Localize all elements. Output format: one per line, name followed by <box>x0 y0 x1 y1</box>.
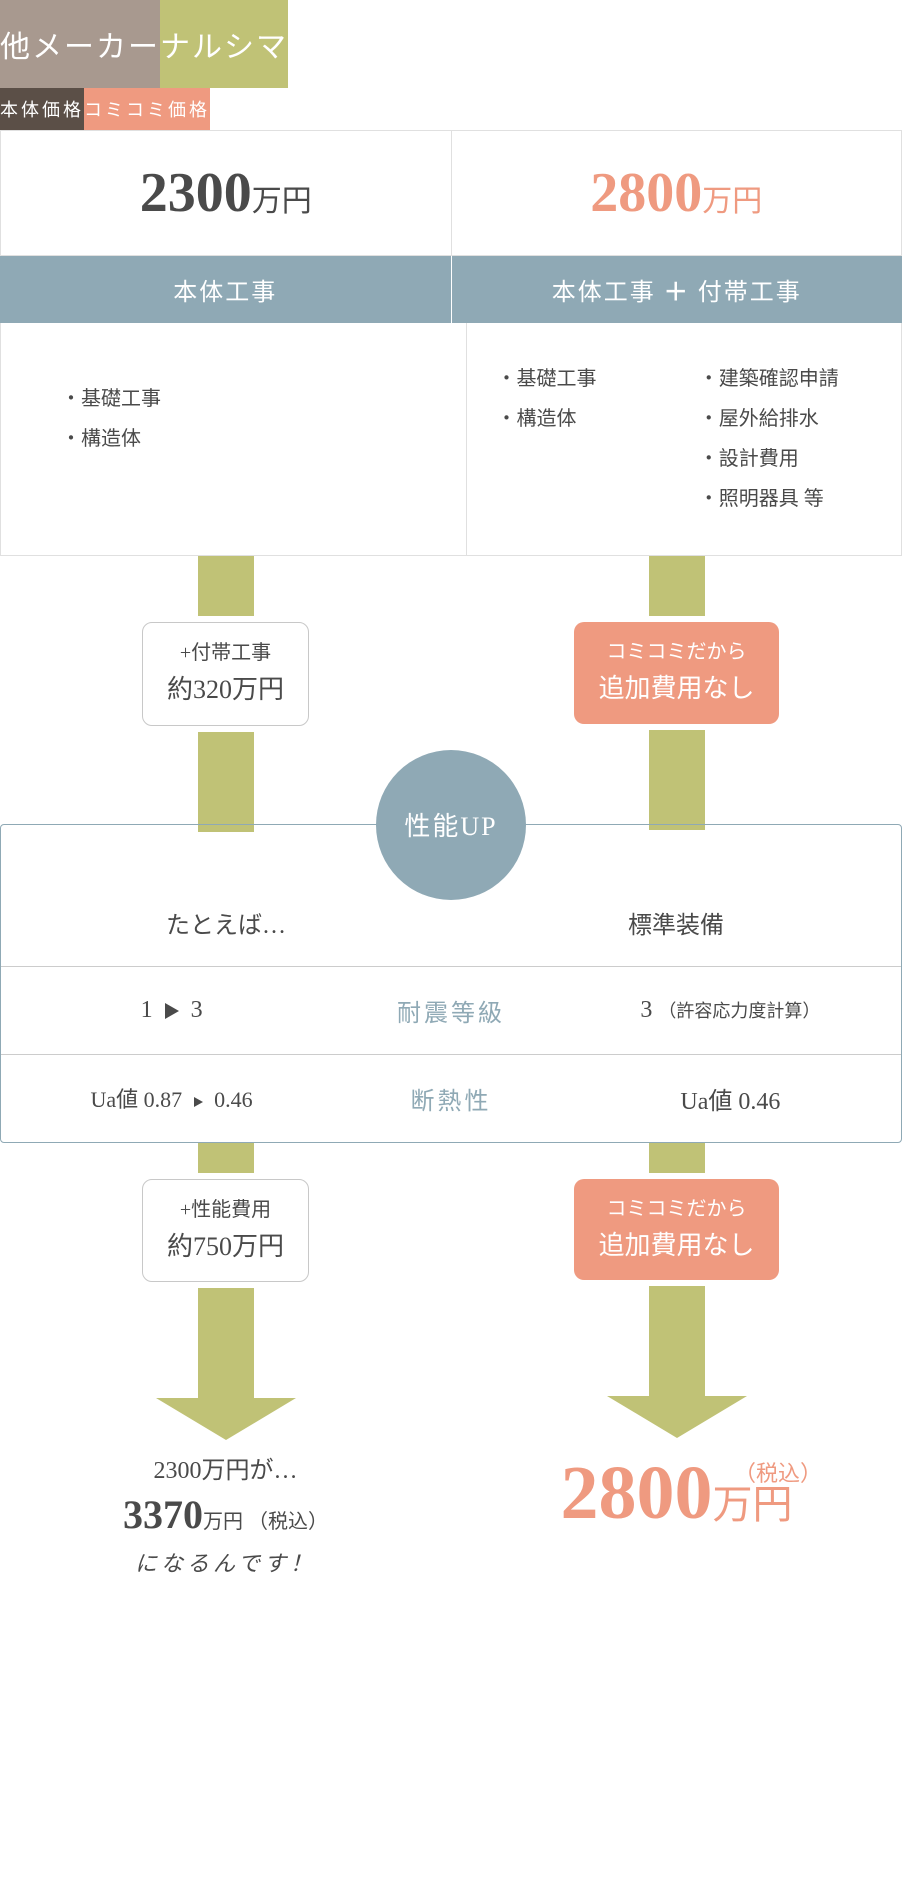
perf-row2-right: Ua値 0.46 <box>560 1055 901 1142</box>
items-row: ・基礎工事 ・構造体 ・基礎工事 ・構造体 ・建築確認申請 ・屋外給排水 ・設計… <box>0 323 902 556</box>
perf-row1-left-a: 1 <box>141 997 153 1023</box>
items-right-b-2: ・設計費用 <box>699 439 881 479</box>
items-right-b-1: ・屋外給排水 <box>699 399 881 439</box>
arrow-col-right-2: コミコミだから 追加費用なし <box>451 1143 902 1441</box>
final-left-unit: 万円 <box>203 1511 243 1533</box>
badge-left-2-top: +性能費用 <box>167 1194 284 1226</box>
comparison-infographic: 他メーカー ナルシマ 本体価格 コミコミ価格 2300万円 2800万円 本体工… <box>0 0 902 1578</box>
subheader-row: 本体価格 コミコミ価格 <box>0 88 902 130</box>
final-left-l1: 2300万円が… <box>0 1450 451 1485</box>
arrow-stem <box>649 556 705 616</box>
subheader-left: 本体価格 <box>0 88 84 130</box>
items-right-a-1: ・構造体 <box>497 399 679 439</box>
items-left-1: ・構造体 <box>61 419 446 459</box>
badge-left-1-top: +付帯工事 <box>167 637 284 669</box>
price-right: 2800万円 <box>452 131 902 255</box>
final-right-unit: 万円 <box>713 1482 793 1527</box>
arrow-stem <box>198 556 254 616</box>
final-right-big: 2800 <box>561 1451 713 1535</box>
final-left-big: 3370 <box>123 1492 203 1537</box>
perf-row1-right: 3 （許容応力度計算） <box>560 971 901 1050</box>
badge-right-2-main: 追加費用なし <box>598 1225 754 1267</box>
performance-circle: 性能UP <box>376 750 526 900</box>
items-left: ・基礎工事 ・構造体 <box>1 323 467 555</box>
price-left: 2300万円 <box>1 131 452 255</box>
badge-left-2: +性能費用 約750万円 <box>142 1179 309 1283</box>
perf-row1-left-b: 3 <box>191 997 203 1023</box>
work-header-right: 本体工事 ＋ 付帯工事 <box>452 256 902 323</box>
price-left-num: 2300 <box>140 162 252 224</box>
perf-row1-left: 1 3 <box>1 971 342 1050</box>
work-header-right-b: 付帯工事 <box>698 280 802 306</box>
header-left: 他メーカー <box>0 0 160 88</box>
final-row: 2300万円が… 3370万円 （税込） になるんです！ （税込） 2800万円 <box>0 1450 902 1578</box>
badge-right-1-top: コミコミだから <box>598 636 754 668</box>
badge-right-2: コミコミだから 追加費用なし <box>574 1179 778 1281</box>
subheader-right: コミコミ価格 <box>84 88 210 130</box>
arrow-stem <box>198 1143 254 1173</box>
arrow-segment-2: +性能費用 約750万円 コミコミだから 追加費用なし <box>0 1143 902 1441</box>
price-right-num: 2800 <box>590 162 702 224</box>
badge-right-1-main: 追加費用なし <box>598 668 754 710</box>
final-right-tax: （税込） <box>734 1456 822 1488</box>
final-left-tax: （税込） <box>248 1511 328 1533</box>
arrow-stem <box>649 1143 705 1173</box>
arrow-stem <box>649 730 705 830</box>
arrow-stem <box>198 1288 254 1398</box>
final-left-l2: 3370万円 （税込） <box>0 1491 451 1538</box>
items-right-col-b: ・建築確認申請 ・屋外給排水 ・設計費用 ・照明器具 等 <box>699 359 881 519</box>
work-header-right-a: 本体工事 <box>552 280 656 306</box>
items-right-col-a: ・基礎工事 ・構造体 <box>497 359 679 519</box>
badge-left-2-main: 約750万円 <box>167 1226 284 1268</box>
perf-row1-right-b: （許容応力度計算） <box>658 1001 820 1021</box>
header-row: 他メーカー ナルシマ <box>0 0 902 88</box>
work-header-row: 本体工事 本体工事 ＋ 付帯工事 <box>0 256 902 323</box>
items-right-a-0: ・基礎工事 <box>497 359 679 399</box>
perf-row2-label: 断熱性 <box>342 1055 560 1142</box>
items-right-b-3: ・照明器具 等 <box>699 479 881 519</box>
arrow-head-icon <box>156 1398 296 1440</box>
items-right-b-0: ・建築確認申請 <box>699 359 881 399</box>
perf-row2-left-a: Ua値 0.87 <box>91 1087 183 1112</box>
perf-row-2: Ua値 0.87 0.46 断熱性 Ua値 0.46 <box>1 1054 901 1142</box>
final-left: 2300万円が… 3370万円 （税込） になるんです！ <box>0 1450 451 1578</box>
performance-box: 性能UP たとえば… 標準装備 1 3 耐震等級 3 （許容応力度計算） Ua値… <box>0 824 902 1143</box>
plus-icon: ＋ <box>664 279 690 306</box>
perf-row-1: 1 3 耐震等級 3 （許容応力度計算） <box>1 966 901 1054</box>
header-right: ナルシマ <box>160 0 288 88</box>
price-left-unit: 万円 <box>252 185 312 218</box>
price-right-unit: 万円 <box>702 185 762 218</box>
work-header-left: 本体工事 <box>0 256 452 323</box>
final-left-l3: になるんです！ <box>0 1546 451 1578</box>
perf-row1-label: 耐震等級 <box>342 967 560 1054</box>
arrow-stem <box>649 1286 705 1396</box>
perf-row1-right-a: 3 <box>640 997 652 1023</box>
arrow-head-icon <box>607 1396 747 1438</box>
arrow-col-left-2: +性能費用 約750万円 <box>0 1143 451 1441</box>
items-right: ・基礎工事 ・構造体 ・建築確認申請 ・屋外給排水 ・設計費用 ・照明器具 等 <box>467 323 902 555</box>
items-left-0: ・基礎工事 <box>61 379 446 419</box>
triangle-icon <box>165 1003 179 1019</box>
badge-left-1-main: 約320万円 <box>167 669 284 711</box>
arrow-stem <box>198 732 254 832</box>
triangle-icon <box>194 1097 203 1107</box>
arrow-col-right-1: コミコミだから 追加費用なし <box>451 556 902 832</box>
final-right: （税込） 2800万円 <box>451 1450 902 1578</box>
badge-left-1: +付帯工事 約320万円 <box>142 622 309 726</box>
perf-row2-left: Ua値 0.87 0.46 <box>1 1056 342 1140</box>
badge-right-1: コミコミだから 追加費用なし <box>574 622 778 724</box>
perf-row2-left-b: 0.46 <box>214 1087 253 1112</box>
badge-right-2-top: コミコミだから <box>598 1193 754 1225</box>
price-row: 2300万円 2800万円 <box>0 130 902 256</box>
